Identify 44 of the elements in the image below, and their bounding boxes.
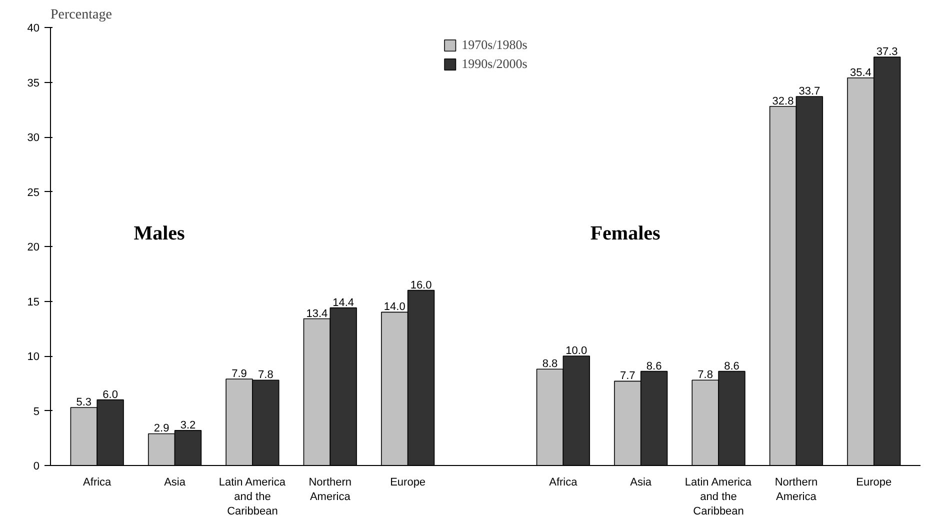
y-tick-label: 20 — [27, 242, 40, 254]
data-label: 32.8 — [772, 95, 794, 108]
data-label: 7.7 — [620, 370, 636, 382]
y-tick-label: 35 — [27, 77, 40, 90]
data-label: 14.4 — [332, 296, 354, 309]
x-tick-label: Latin America and the Caribbean — [218, 476, 286, 518]
data-label: 3.2 — [180, 419, 196, 432]
data-label: 7.8 — [698, 369, 713, 382]
data-label: 13.4 — [306, 308, 328, 320]
x-tick-label: Northern America — [774, 476, 818, 503]
x-tick-label: Europe — [856, 476, 892, 488]
data-label: 14.0 — [384, 301, 406, 314]
y-tick-label: 0 — [33, 460, 40, 472]
y-axis-title: Percentage — [50, 8, 112, 22]
legend-label: 1970s/1980s — [462, 37, 528, 53]
data-label: 16.0 — [410, 279, 432, 292]
annotation: Males — [134, 222, 186, 244]
data-label: 7.9 — [232, 368, 247, 380]
data-label: 5.3 — [76, 396, 92, 408]
legend-label: 1990s/2000s — [462, 56, 528, 72]
data-label: 8.6 — [646, 360, 662, 372]
data-label: 35.4 — [850, 66, 872, 79]
x-tick-label: Asia — [630, 476, 652, 488]
x-tick-label: Africa — [83, 476, 112, 488]
x-tick-label: Africa — [549, 476, 578, 488]
y-tick-label: 10 — [27, 351, 40, 363]
data-label: 33.7 — [798, 85, 820, 98]
data-label: 10.0 — [566, 345, 588, 357]
y-tick-label: 5 — [33, 406, 40, 418]
x-tick-label: Northern America — [308, 476, 352, 503]
data-label: 37.3 — [876, 46, 898, 58]
data-label: 7.8 — [258, 369, 274, 382]
data-label: 2.9 — [154, 422, 170, 435]
y-tick-label: 40 — [27, 22, 40, 34]
annotation: Females — [590, 222, 661, 244]
y-tick-label: 30 — [27, 132, 40, 144]
data-label: 6.0 — [102, 388, 118, 401]
y-tick-label: 15 — [27, 296, 40, 308]
data-label: 8.6 — [724, 360, 740, 372]
x-tick-label: Europe — [390, 476, 426, 488]
x-tick-label: Asia — [164, 476, 186, 488]
data-label: 8.8 — [542, 358, 558, 370]
y-tick-label: 25 — [27, 186, 40, 199]
x-tick-label: Latin America and the Caribbean — [684, 476, 752, 518]
